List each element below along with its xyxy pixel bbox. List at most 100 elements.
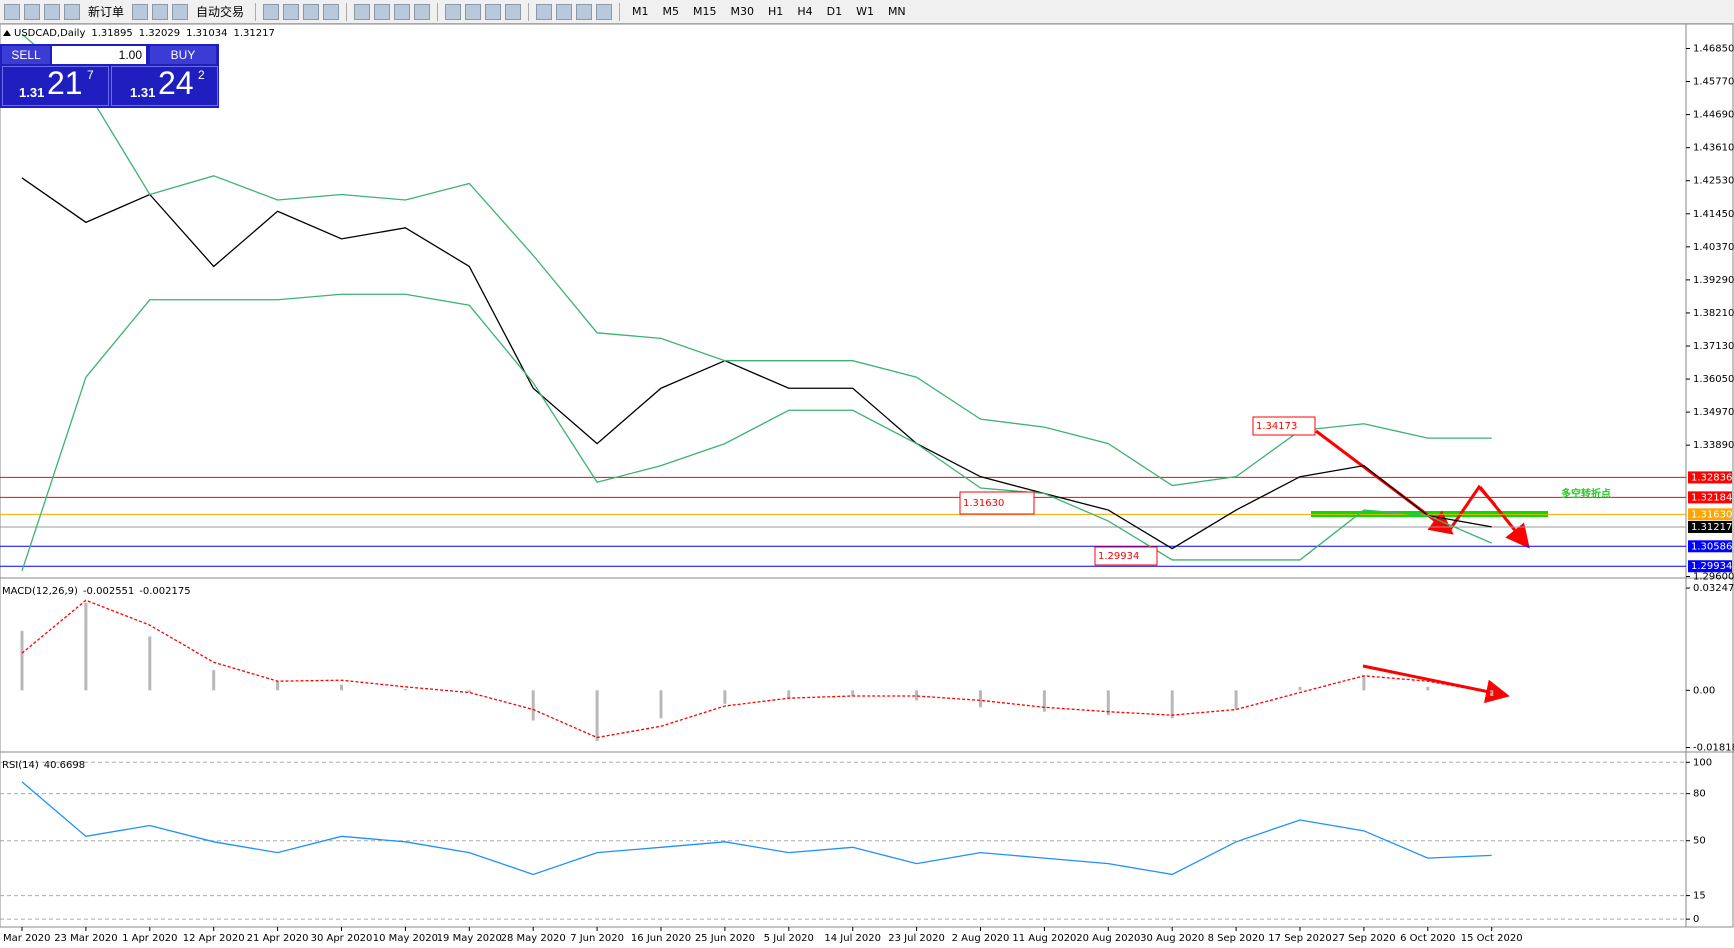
y-tick-label: 100 [1693, 757, 1712, 768]
tool-icon[interactable] [394, 3, 411, 20]
readout: -0.002551 [83, 586, 134, 597]
ohlc-value: 1.31895 [91, 28, 132, 39]
ohlc-value: 1.32029 [139, 28, 180, 39]
timeframe-button[interactable]: M15 [693, 5, 717, 18]
separator [528, 2, 530, 21]
histogram-bar [1298, 686, 1302, 691]
timeframe-button[interactable]: M5 [662, 5, 680, 18]
toolbar-button[interactable]: 新订单 [88, 5, 125, 19]
price-fraction: 2 [198, 68, 205, 82]
histogram-bar [787, 690, 791, 699]
level-label: 1.32184 [1691, 492, 1732, 503]
histogram-bar [851, 690, 855, 696]
x-tick-label: 23 Mar 2020 [54, 933, 117, 944]
ohlc-value: 1.31034 [186, 28, 227, 39]
timeframe-button[interactable]: D1 [826, 5, 843, 18]
sell-button[interactable]: SELL [2, 46, 50, 64]
trend-arrow [1362, 664, 1510, 704]
tool-icon[interactable] [152, 3, 169, 20]
x-tick-label: 5 Jul 2020 [764, 933, 814, 944]
y-tick-label: 1.39290 [1693, 275, 1734, 286]
buy-button[interactable]: BUY [150, 46, 216, 64]
series-line [21, 293, 1492, 572]
tool-icon[interactable] [596, 3, 613, 20]
y-tick-label: 1.40370 [1693, 242, 1734, 253]
histogram-bar [1362, 675, 1366, 691]
timeframe-button[interactable]: M1 [632, 5, 649, 18]
readout: 40.6698 [44, 760, 85, 771]
tool-icon[interactable] [354, 3, 371, 20]
timeframe-button[interactable]: H1 [768, 5, 784, 18]
y-tick-label: -0.018182 [1693, 743, 1734, 754]
price-big: 1.31 [130, 85, 156, 100]
ohlc-value: 1.31217 [233, 28, 274, 39]
timeframe-button[interactable]: M30 [730, 5, 755, 18]
x-tick-label: 11 Aug 2020 [1012, 933, 1076, 944]
toolbar-button[interactable]: 自动交易 [196, 5, 245, 19]
lot-input[interactable]: 1.00 [52, 46, 146, 64]
level-box [1688, 491, 1732, 504]
tool-icon[interactable] [576, 3, 593, 20]
pane-name: USDCAD,Daily [14, 28, 85, 39]
tool-icon[interactable] [485, 3, 502, 20]
series-line [21, 599, 1492, 739]
tool-icon[interactable] [263, 3, 280, 20]
tool-icon[interactable] [44, 3, 60, 20]
tool-icon[interactable] [172, 3, 189, 20]
x-tick-label: 25 Jun 2020 [695, 933, 755, 944]
tool-icon[interactable] [414, 3, 431, 20]
buy-price[interactable]: 1.31 24 2 [111, 65, 218, 106]
level-label: 1.29934 [1691, 561, 1732, 572]
x-tick-label: 17 Sep 2020 [1268, 933, 1331, 944]
sell-price[interactable]: 1.31 21 7 [2, 65, 109, 106]
timeframe-button[interactable]: MN [887, 5, 906, 18]
level-label: 1.32836 [1691, 472, 1732, 483]
x-tick-label: 15 Oct 2020 [1461, 933, 1523, 944]
tool-icon[interactable] [303, 3, 320, 20]
annotation-box [1094, 546, 1158, 566]
pane-title: USDCAD,Daily 1.31895 1.32029 1.31034 1.31217 [14, 28, 275, 39]
tool-icon[interactable] [556, 3, 573, 20]
level-label: 1.31630 [1691, 509, 1732, 520]
histogram-bar [212, 670, 216, 691]
histogram-bar [1042, 690, 1046, 712]
tool-icon[interactable] [132, 3, 149, 20]
price-pips: 24 [158, 65, 194, 101]
separator [437, 2, 439, 21]
level-box [1688, 560, 1732, 573]
tool-icon[interactable] [445, 3, 462, 20]
timeframe-button[interactable]: W1 [856, 5, 874, 18]
price-fraction: 7 [87, 68, 94, 82]
timeframe-button[interactable]: H4 [797, 5, 813, 18]
tool-icon[interactable] [323, 3, 340, 20]
tool-icon[interactable] [374, 3, 391, 20]
annotation-box [959, 491, 1035, 515]
x-tick-label: 23 Jul 2020 [888, 933, 945, 944]
chart-icon [3, 30, 11, 36]
tool-icon[interactable] [4, 3, 20, 20]
histogram-bar [595, 690, 599, 741]
tool-icon[interactable] [505, 3, 522, 20]
histogram-bar [403, 689, 407, 691]
histogram-bar [915, 690, 919, 701]
annotation: 1.31630 [963, 498, 1004, 509]
tool-icon[interactable] [536, 3, 553, 20]
histogram-bar [531, 690, 535, 721]
tool-icon[interactable] [64, 3, 80, 20]
x-tick-label: 30 Aug 2020 [1140, 933, 1204, 944]
histogram-bar [84, 602, 88, 691]
histogram-bar [276, 681, 280, 691]
readout: -0.002175 [139, 586, 190, 597]
x-tick-label: 3 Mar 2020 [0, 933, 51, 944]
tool-icon[interactable] [24, 3, 40, 20]
tool-icon[interactable] [283, 3, 300, 20]
y-tick-label: 50 [1693, 836, 1706, 847]
level-box [1688, 540, 1732, 553]
level-label: 1.31217 [1691, 522, 1732, 533]
tool-icon[interactable] [465, 3, 482, 20]
histogram-bar [1490, 690, 1494, 696]
series-line [21, 33, 1492, 487]
x-tick-label: 30 Apr 2020 [311, 933, 373, 944]
histogram-bar [723, 690, 727, 704]
